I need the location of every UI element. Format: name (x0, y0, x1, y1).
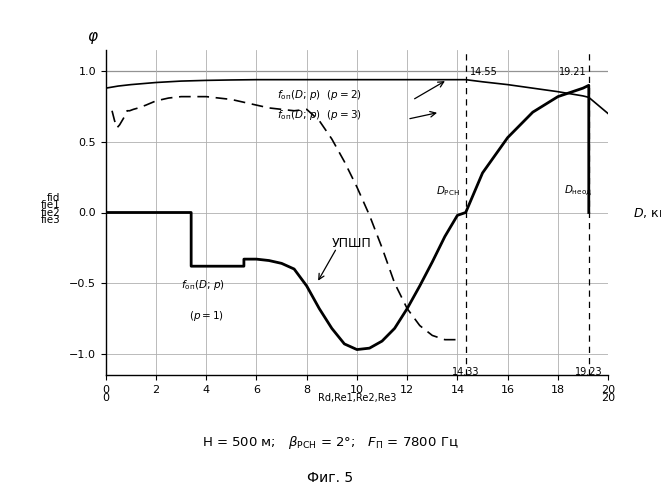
Text: 0: 0 (102, 394, 109, 404)
Text: fie1: fie1 (41, 200, 61, 210)
Text: Rd,Re1,Re2,Re3: Rd,Re1,Re2,Re3 (318, 394, 396, 404)
Text: fid: fid (47, 194, 61, 203)
Text: $\varphi$: $\varphi$ (87, 30, 99, 46)
Text: $D_{\mathrm{РСН}}$: $D_{\mathrm{РСН}}$ (436, 184, 461, 198)
Text: Фиг. 5: Фиг. 5 (307, 470, 354, 484)
Text: 14.55: 14.55 (469, 67, 497, 77)
Text: УПШП: УПШП (332, 237, 371, 250)
Text: $f_{\mathrm{оп}}(D;\,p)\ \ (p=3)$: $f_{\mathrm{оп}}(D;\,p)\ \ (p=3)$ (276, 108, 362, 122)
Text: H = 500 м;   $\beta_{\mathrm{РСН}}$ = 2°;   $F_{\mathrm{П}}$ = 7800 Гц: H = 500 м; $\beta_{\mathrm{РСН}}$ = 2°; … (202, 434, 459, 451)
Text: $f_{\mathrm{оп}}(D;\,p)$: $f_{\mathrm{оп}}(D;\,p)$ (181, 278, 225, 291)
Text: $D$, км: $D$, км (633, 206, 661, 220)
Text: $D_{\mathrm{неод}}$: $D_{\mathrm{неод}}$ (564, 184, 592, 198)
Text: 19.21: 19.21 (559, 67, 586, 77)
Text: 19.23: 19.23 (575, 366, 603, 376)
Text: 20: 20 (601, 394, 615, 404)
Text: $(p=1)$: $(p=1)$ (188, 308, 223, 322)
Text: 14.33: 14.33 (452, 366, 479, 376)
Text: $f_{\mathrm{оп}}(D;\,p)\ \ (p=2)$: $f_{\mathrm{оп}}(D;\,p)\ \ (p=2)$ (276, 88, 362, 102)
Text: fie3: fie3 (41, 214, 61, 224)
Text: fie2: fie2 (41, 208, 61, 218)
